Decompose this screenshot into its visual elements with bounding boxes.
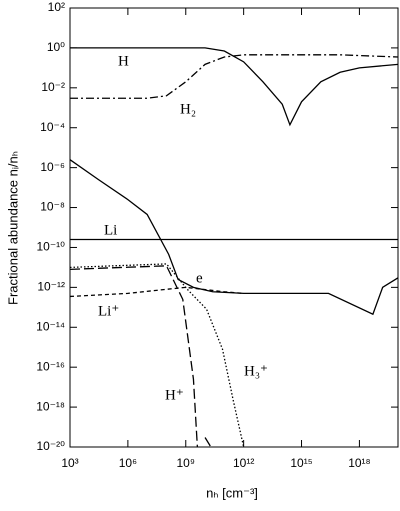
plot-frame [69, 7, 399, 448]
y-tick-label: 10² [48, 0, 65, 14]
x-tick-label: 10³ [61, 456, 78, 470]
series-label: Li⁺ [98, 303, 119, 319]
x-tick-label: 10⁹ [177, 456, 196, 470]
series-label: H⁺ [165, 387, 184, 403]
y-tick-label: 10⁰ [47, 40, 65, 54]
x-tick-label: 10⁶ [119, 456, 137, 470]
series-label: H₂ [180, 101, 196, 117]
y-tick-label: 10⁻²⁰ [37, 439, 66, 453]
y-tick-label: 10⁻⁴ [40, 120, 65, 134]
series-line [70, 265, 212, 447]
series-line [70, 159, 398, 316]
x-axis-label: nₕ [cm⁻³] [206, 485, 258, 500]
series-line [70, 47, 398, 127]
y-tick-label: 10⁻¹² [37, 280, 65, 294]
y-tick-label: 10⁻⁶ [40, 160, 65, 174]
series-line [70, 54, 398, 99]
series-label: e [196, 270, 203, 286]
series-label: H [118, 53, 129, 69]
y-axis-label: Fractional abundance nᵢ/nₕ [5, 151, 20, 305]
x-tick-label: 10¹² [233, 456, 254, 470]
y-tick-label: 10⁻¹⁰ [37, 240, 66, 254]
series-line [70, 286, 244, 298]
y-tick-label: 10⁻¹⁸ [36, 399, 65, 413]
y-tick-label: 10⁻⁸ [40, 200, 65, 214]
x-tick-label: 10¹⁸ [348, 456, 370, 470]
y-tick-label: 10⁻¹⁴ [36, 319, 65, 333]
series-label: Li [104, 222, 117, 238]
x-tick-label: 10¹⁵ [290, 456, 312, 470]
series-label: H₃⁺ [244, 363, 268, 379]
y-tick-label: 10⁻¹⁶ [36, 359, 65, 373]
y-tick-label: 10⁻² [41, 80, 65, 94]
